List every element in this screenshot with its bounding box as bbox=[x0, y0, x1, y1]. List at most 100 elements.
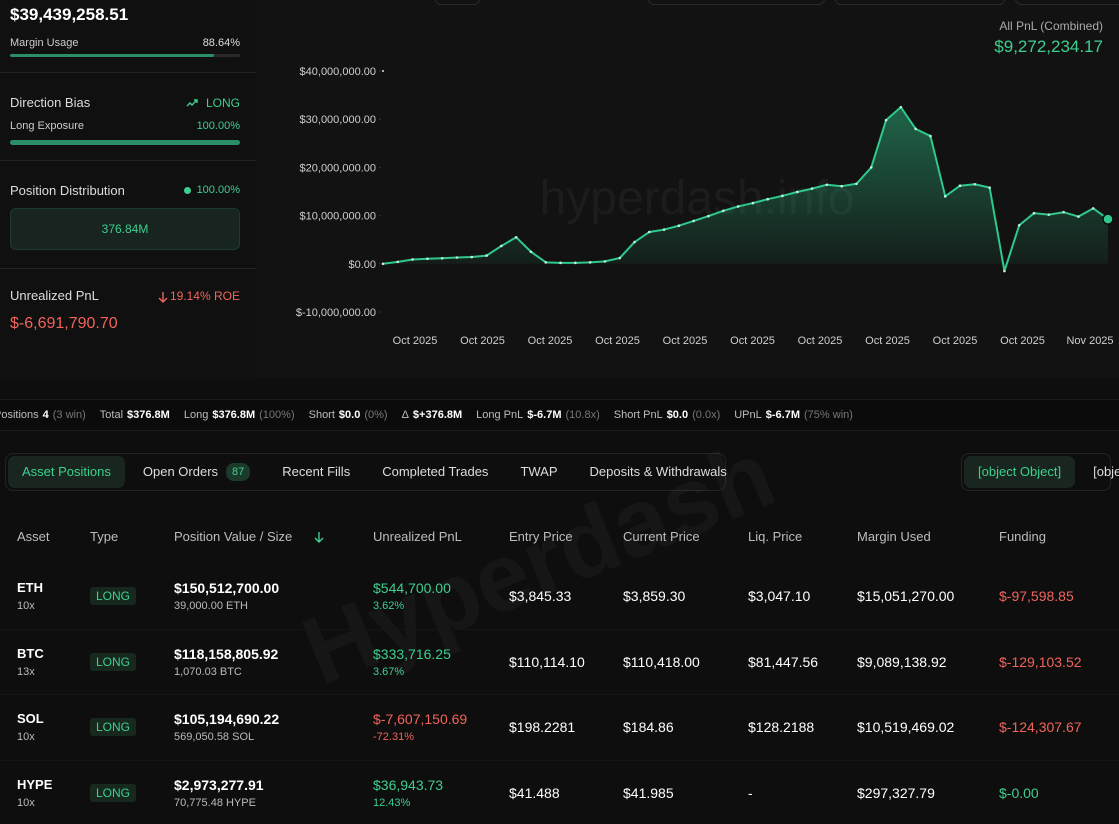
tab-label: Recent Fills bbox=[282, 464, 351, 479]
pnl-point bbox=[973, 182, 977, 186]
roe: 3.67% bbox=[373, 665, 405, 678]
tab[interactable]: TWAP bbox=[506, 456, 571, 488]
column-header[interactable]: Position Value / Size bbox=[174, 529, 293, 544]
leverage: 10x bbox=[17, 797, 35, 810]
x-tick-label: Oct 2025 bbox=[393, 335, 438, 347]
column-header[interactable]: Funding bbox=[999, 529, 1046, 544]
column-header[interactable]: Asset bbox=[17, 529, 50, 544]
position-size: 39,000.00 ETH bbox=[174, 600, 248, 612]
pnl-point bbox=[840, 184, 843, 188]
divider bbox=[0, 268, 256, 269]
type-badge: LONG bbox=[90, 652, 137, 671]
chart-current: $9,272,234.17 bbox=[994, 37, 1103, 56]
margin-price: $9,089,138.92 bbox=[857, 653, 947, 670]
tab[interactable]: Recent Fills bbox=[268, 456, 364, 488]
top-button[interactable] bbox=[1015, 0, 1119, 5]
unrealized-pnl: $333,716.25 bbox=[373, 645, 451, 662]
x-tick-label: Oct 2025 bbox=[730, 335, 775, 347]
pnl-point bbox=[470, 255, 474, 259]
funding: $-0.00 bbox=[999, 785, 1039, 802]
exposure-label: Long Exposure bbox=[10, 120, 84, 132]
pnl-point bbox=[396, 260, 400, 264]
toggle-option[interactable]: [object Object] bbox=[964, 456, 1076, 488]
leverage: 10x bbox=[17, 731, 35, 744]
tab[interactable]: Asset Positions bbox=[8, 456, 125, 488]
pnl-chart: hyperdash.info$40,000,000.00$30,000,000.… bbox=[296, 66, 1114, 347]
left-panel-bg bbox=[0, 0, 256, 378]
position-value: $118,158,805.92 bbox=[174, 645, 279, 662]
entry-price: $41.488 bbox=[509, 785, 560, 802]
unrealized-pnl: $544,700.00 bbox=[373, 580, 451, 596]
stats-bar: Positions4(3 win)Total$376.8MLong$376.8M… bbox=[0, 407, 853, 423]
pnl-point bbox=[574, 261, 577, 265]
tab[interactable]: Completed Trades bbox=[368, 456, 502, 488]
pnl-point bbox=[618, 256, 622, 260]
pnl-point bbox=[440, 256, 444, 260]
pnl-point bbox=[1047, 213, 1051, 216]
toggle-option[interactable]: [object Object] bbox=[1093, 464, 1119, 479]
y-tick-label: $30,000,000.00 bbox=[300, 114, 376, 126]
unrealized-label: Unrealized PnL bbox=[10, 288, 99, 303]
pnl-point bbox=[1017, 223, 1021, 227]
tab-label: Deposits & Withdrawals bbox=[589, 464, 727, 479]
pnl-end-point bbox=[1102, 213, 1114, 225]
exposure-value: 100.00% bbox=[196, 120, 240, 132]
stat-item: Short PnL $0.0 (0.0x) bbox=[614, 407, 720, 423]
entry-price: $198.2281 bbox=[509, 719, 576, 736]
x-tick-label: Nov 2025 bbox=[1066, 335, 1113, 347]
pnl-point bbox=[855, 182, 858, 186]
pnl-point bbox=[426, 257, 429, 261]
distribution-label: Position Distribution bbox=[10, 183, 125, 198]
unrealized-pnl: $-7,607,150.69 bbox=[373, 711, 468, 728]
current-price: $3,859.30 bbox=[623, 588, 686, 604]
stat-label: UPnL bbox=[734, 409, 762, 421]
tab[interactable]: Open Orders 87 bbox=[129, 456, 264, 488]
stat-item: Long $376.8M (100%) bbox=[184, 407, 295, 423]
column-header[interactable]: Type bbox=[90, 529, 119, 544]
pnl-point bbox=[514, 235, 518, 239]
tab-label: Open Orders bbox=[142, 464, 219, 479]
pnl-point bbox=[1003, 269, 1006, 273]
pnl-point bbox=[958, 184, 962, 188]
stat-item: Δ $+376.8M bbox=[402, 407, 463, 423]
roe: 12.43% bbox=[373, 797, 411, 810]
margin-usage-value: 88.64% bbox=[202, 37, 240, 49]
pnl-point bbox=[692, 219, 696, 223]
pnl-point bbox=[914, 127, 917, 131]
pnl-point bbox=[662, 228, 666, 231]
pnl-point bbox=[929, 134, 932, 138]
column-header[interactable]: Entry Price bbox=[509, 529, 573, 544]
liq-price: $3,047.10 bbox=[748, 588, 811, 604]
stat-note: (10.8x) bbox=[565, 409, 600, 421]
margin-price: $297,327.79 bbox=[857, 785, 935, 802]
pnl-point bbox=[677, 224, 681, 228]
pnl-point bbox=[795, 190, 799, 194]
column-header[interactable]: Margin Used bbox=[857, 529, 931, 544]
pnl-point bbox=[736, 205, 740, 208]
column-header[interactable]: Liq. Price bbox=[748, 529, 803, 544]
position-size: 70,775.48 HYPE bbox=[174, 797, 256, 810]
column-header[interactable]: Unrealized PnL bbox=[373, 529, 462, 544]
distribution-dot bbox=[184, 187, 191, 194]
distribution-bar: 376.84M bbox=[10, 208, 240, 250]
tab-label: Completed Trades bbox=[382, 464, 489, 479]
margin-price: $10,519,469.02 bbox=[857, 719, 955, 736]
trend-icon bbox=[186, 99, 198, 107]
stat-note: (0.0x) bbox=[692, 409, 721, 421]
pnl-point bbox=[588, 261, 592, 264]
margin-usage-label: Margin Usage bbox=[10, 37, 79, 49]
pnl-point bbox=[869, 166, 873, 169]
asset: HYPE bbox=[17, 777, 53, 793]
column-header[interactable]: Current Price bbox=[623, 529, 700, 544]
x-tick-label: Oct 2025 bbox=[798, 335, 843, 347]
liq-price: $81,447.56 bbox=[748, 653, 819, 670]
pnl-area bbox=[383, 107, 1108, 272]
pnl-point bbox=[988, 186, 991, 189]
row-divider bbox=[0, 628, 1119, 630]
direction-label: Direction Bias bbox=[10, 95, 91, 110]
pnl-point bbox=[559, 261, 562, 265]
pnl-point bbox=[455, 256, 459, 259]
stat-label: Short PnL bbox=[613, 409, 663, 421]
tab[interactable]: Deposits & Withdrawals bbox=[576, 456, 741, 488]
stat-item: Short $0.0 (0%) bbox=[309, 407, 388, 423]
